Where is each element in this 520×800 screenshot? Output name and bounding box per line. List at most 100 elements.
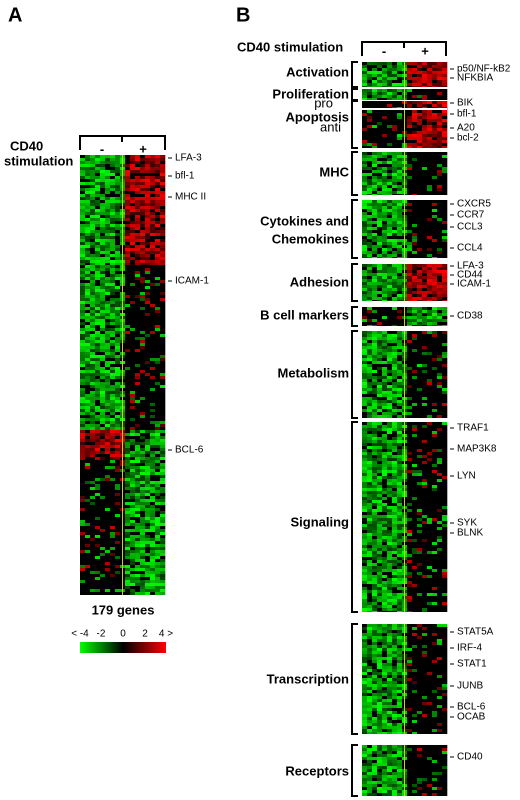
heatmap-cell xyxy=(387,188,393,191)
heatmap-cell xyxy=(442,440,448,443)
heatmap-cell xyxy=(105,230,111,233)
heatmap-cell xyxy=(367,264,373,267)
heatmap-cell xyxy=(140,508,146,511)
heatmap-cell xyxy=(422,316,428,319)
heatmap-cell xyxy=(110,523,116,526)
heatmap-cell xyxy=(432,307,438,310)
heatmap-cell xyxy=(125,164,131,167)
heatmap-cell xyxy=(397,428,403,431)
heatmap-cell xyxy=(412,101,418,104)
heatmap-cell xyxy=(100,340,106,343)
heatmap-cell xyxy=(362,62,368,65)
heatmap-cell xyxy=(95,391,101,394)
heatmap-cell xyxy=(140,457,146,460)
heatmap-cell xyxy=(80,257,86,260)
heatmap-cell xyxy=(160,191,166,194)
heatmap-cell xyxy=(125,212,131,215)
heatmap-cell xyxy=(155,283,161,286)
heatmap-cell xyxy=(95,532,101,535)
heatmap-cell xyxy=(90,418,96,421)
heatmap-cell xyxy=(392,251,398,254)
heatmap-cell xyxy=(417,170,423,173)
heatmap-cell xyxy=(382,62,388,65)
heatmap-cell xyxy=(362,125,368,128)
heatmap-cell xyxy=(135,592,141,595)
heatmap-cell xyxy=(145,334,151,337)
heatmap-cell xyxy=(155,200,161,203)
heatmap-cell xyxy=(432,254,438,257)
heatmap-cell xyxy=(377,68,383,71)
heatmap-cell xyxy=(432,137,438,140)
heatmap-cell xyxy=(397,140,403,143)
heatmap-cell xyxy=(140,209,146,212)
heatmap-cell xyxy=(105,233,111,236)
heatmap-cell xyxy=(85,568,91,571)
heatmap-cell xyxy=(90,523,96,526)
heatmap-cell xyxy=(382,191,388,194)
heatmap-cell xyxy=(442,191,448,194)
heatmap-cell xyxy=(377,473,383,476)
heatmap-cell xyxy=(115,514,121,517)
heatmap-cell xyxy=(130,233,136,236)
heatmap-cell xyxy=(90,337,96,340)
heatmap-cell xyxy=(392,110,398,113)
heatmap-cell xyxy=(377,437,383,440)
heatmap-cell xyxy=(160,481,166,484)
heatmap-cell xyxy=(85,215,91,218)
heatmap-cell xyxy=(90,206,96,209)
heatmap-cell xyxy=(412,86,418,87)
heatmap-cell xyxy=(155,562,161,565)
heatmap-cell xyxy=(110,182,116,185)
heatmap-cell xyxy=(372,428,378,431)
heatmap-cell xyxy=(407,494,413,497)
heatmap-cell xyxy=(90,331,96,334)
heatmap-cell xyxy=(372,349,378,352)
heatmap-cell xyxy=(145,286,151,289)
heatmap-cell xyxy=(100,206,106,209)
heatmap-cell xyxy=(85,529,91,532)
heatmap-cell xyxy=(407,215,413,218)
heatmap-cell xyxy=(110,376,116,379)
heatmap-cell xyxy=(85,541,91,544)
heatmap-cell xyxy=(417,476,423,479)
heatmap-cell xyxy=(432,385,438,388)
heatmap-cell xyxy=(155,421,161,424)
heatmap-cell xyxy=(397,391,403,394)
heatmap-cell xyxy=(437,251,443,254)
heatmap-cell xyxy=(422,254,428,257)
heatmap-cell xyxy=(427,461,433,464)
heatmap-cell xyxy=(100,322,106,325)
heatmap-cell xyxy=(95,565,101,568)
heatmap-cell xyxy=(100,245,106,248)
heatmap-cell xyxy=(160,577,166,580)
heatmap-cell xyxy=(362,349,368,352)
heatmap-cell xyxy=(442,409,448,412)
heatmap-cell xyxy=(90,400,96,403)
heatmap-cell xyxy=(125,385,131,388)
heatmap-cell xyxy=(115,283,121,286)
heatmap-cell xyxy=(100,209,106,212)
heatmap-cell xyxy=(427,491,433,494)
heatmap-cell xyxy=(100,224,106,227)
heatmap-cell xyxy=(377,122,383,125)
heatmap-cell xyxy=(382,203,388,206)
heatmap-cell xyxy=(85,209,91,212)
heatmap-cell xyxy=(397,331,403,334)
heatmap-cell xyxy=(90,526,96,529)
heatmap-cell xyxy=(437,80,443,83)
heatmap-cell xyxy=(442,179,448,182)
heatmap-cell xyxy=(140,271,146,274)
heatmap-cell xyxy=(130,520,136,523)
heatmap-cell xyxy=(125,271,131,274)
heatmap-cell xyxy=(397,233,403,236)
heatmap-cell xyxy=(140,481,146,484)
heatmap-cell xyxy=(372,412,378,415)
heatmap-cell xyxy=(85,400,91,403)
heatmap-cell xyxy=(387,227,393,230)
heatmap-cell xyxy=(150,550,156,553)
heatmap-cell xyxy=(372,164,378,167)
heatmap-cell xyxy=(150,289,156,292)
heatmap-cell xyxy=(432,167,438,170)
heatmap-cell xyxy=(382,291,388,294)
heatmap-cell xyxy=(135,331,141,334)
